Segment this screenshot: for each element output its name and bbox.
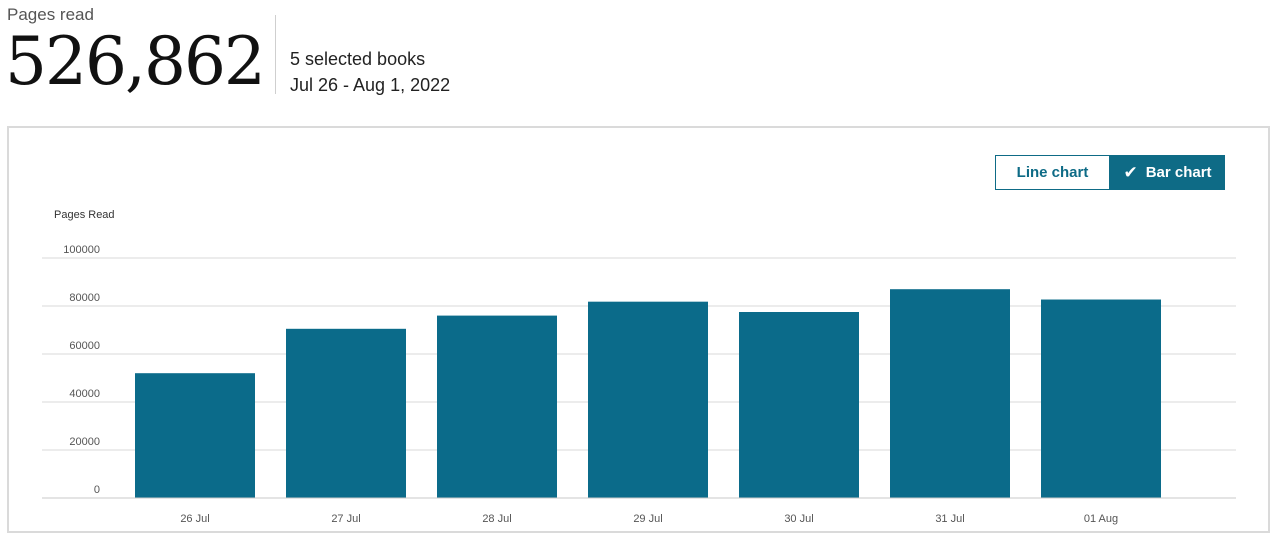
- selection-meta: 5 selected books Jul 26 - Aug 1, 2022: [290, 46, 450, 98]
- bar: [437, 315, 557, 498]
- y-tick-label: 60000: [69, 340, 100, 352]
- bar: [588, 301, 708, 498]
- metric-label: Pages read: [7, 5, 94, 24]
- x-tick-label: 29 Jul: [633, 513, 662, 525]
- x-tick-label: 30 Jul: [784, 513, 813, 525]
- x-tick-label: 27 Jul: [331, 513, 360, 525]
- bar: [1041, 299, 1161, 498]
- x-tick-label: 26 Jul: [180, 513, 209, 525]
- bar-chart-label: Bar chart: [1145, 164, 1212, 181]
- check-icon: ✔: [1123, 162, 1138, 182]
- y-tick-label: 0: [94, 484, 100, 496]
- x-tick-label: 28 Jul: [482, 513, 511, 525]
- y-tick-label: 80000: [69, 292, 100, 304]
- bar: [739, 312, 859, 498]
- bar: [286, 328, 406, 498]
- y-axis-title: Pages Read: [54, 209, 115, 221]
- line-chart-button[interactable]: Line chart: [995, 155, 1110, 190]
- date-range: Jul 26 - Aug 1, 2022: [290, 75, 451, 95]
- chart-type-toggle: Line chart ✔ Bar chart: [995, 155, 1225, 190]
- bar: [890, 289, 1010, 498]
- y-tick-label: 40000: [69, 388, 100, 400]
- bar: [135, 373, 255, 498]
- line-chart-label: Line chart: [1016, 164, 1089, 181]
- pages-read-total: 526,862: [5, 23, 266, 100]
- y-tick-label: 20000: [69, 436, 100, 448]
- y-tick-label: 100000: [63, 244, 100, 256]
- selected-books: 5 selected books: [290, 49, 426, 69]
- bar-chart-button[interactable]: ✔ Bar chart: [1110, 155, 1225, 190]
- x-tick-label: 31 Jul: [935, 513, 964, 525]
- summary-header: Pages read 526,862 5 selected books Jul …: [0, 0, 1280, 120]
- x-tick-label: 01 Aug: [1084, 513, 1118, 525]
- header-divider: [275, 15, 276, 94]
